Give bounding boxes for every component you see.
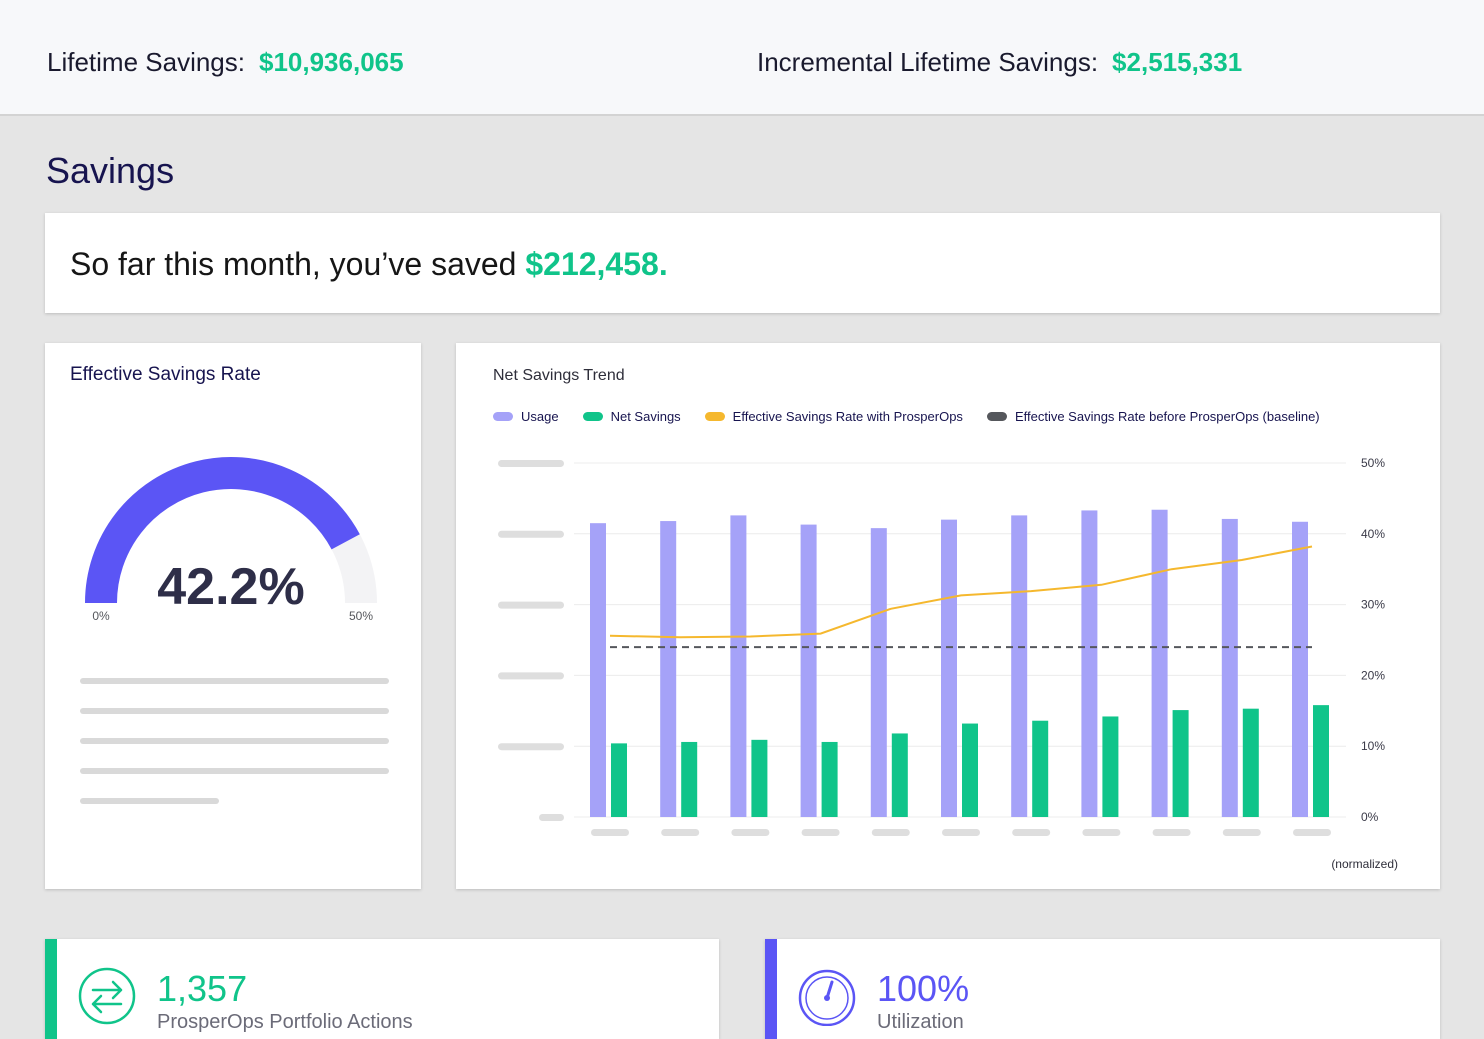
placeholder-line bbox=[80, 768, 389, 774]
legend-swatch bbox=[493, 412, 513, 421]
esr-gauge: 42.2% 0% 50% bbox=[85, 456, 377, 623]
y-axis-placeholder-label bbox=[498, 530, 564, 538]
monthly-savings-amount: $212,458. bbox=[525, 246, 668, 282]
usage-bar bbox=[1151, 509, 1168, 817]
placeholder-line bbox=[80, 798, 219, 804]
utilization-value: 100% bbox=[877, 968, 970, 1009]
gauge-fill bbox=[85, 456, 360, 604]
page-title: Savings bbox=[46, 150, 175, 191]
lifetime-savings-value: $10,936,065 bbox=[258, 47, 404, 77]
y-tick-label: 50% bbox=[1361, 456, 1385, 470]
usage-bar bbox=[660, 521, 677, 817]
legend-swatch bbox=[582, 412, 603, 421]
net-savings-bar bbox=[962, 723, 978, 817]
incremental-savings-value: $2,515,331 bbox=[1112, 47, 1243, 77]
y-axis-placeholder-label bbox=[539, 814, 564, 821]
gauge-value: 42.2% bbox=[157, 558, 304, 616]
gauge-max-label: 50% bbox=[349, 609, 373, 623]
portfolio-actions-label: ProsperOps Portfolio Actions bbox=[157, 1011, 413, 1033]
legend-label: Usage bbox=[521, 409, 559, 424]
net-savings-trend-chart: 50% 40% 30% 20% 10% 0% bbox=[498, 456, 1385, 836]
legend-item-esr-baseline[interactable]: Effective Savings Rate before ProsperOps… bbox=[986, 409, 1320, 424]
net-savings-bar bbox=[891, 733, 908, 817]
usage-bar bbox=[590, 523, 606, 817]
lifetime-savings-stat: Lifetime Savings: $10,936,065 bbox=[47, 47, 404, 78]
x-axis-placeholder-label bbox=[1152, 829, 1191, 836]
summary-bar: Lifetime Savings: $10,936,065 Incremental… bbox=[0, 0, 1484, 116]
portfolio-actions-value: 1,357 bbox=[157, 968, 248, 1009]
legend-item-usage[interactable]: Usage bbox=[493, 409, 559, 424]
esr-card-title: Effective Savings Rate bbox=[70, 364, 261, 385]
x-axis-placeholder-label bbox=[1293, 829, 1331, 836]
net-savings-bar bbox=[751, 739, 768, 817]
y-tick-label: 30% bbox=[1361, 598, 1385, 612]
usage-bar bbox=[730, 515, 747, 817]
net-savings-bar bbox=[1242, 708, 1259, 817]
usage-bar bbox=[870, 528, 887, 817]
net-savings-bar bbox=[611, 743, 627, 817]
usage-bar bbox=[1221, 518, 1238, 817]
normalized-note: (normalized) bbox=[1331, 857, 1398, 871]
legend-label: Effective Savings Rate with ProsperOps bbox=[732, 409, 963, 424]
gauge-min-label: 0% bbox=[92, 609, 110, 623]
y-tick-label: 40% bbox=[1361, 527, 1385, 541]
gauge-icon bbox=[798, 969, 856, 1026]
legend-item-net-savings[interactable]: Net Savings bbox=[582, 409, 681, 424]
incremental-savings-stat: Incremental Lifetime Savings: $2,515,331 bbox=[757, 47, 1242, 78]
y-axis-placeholder-label bbox=[498, 743, 564, 751]
usage-bar bbox=[1011, 515, 1028, 817]
net-savings-bar bbox=[1102, 716, 1119, 817]
x-axis-placeholder-label bbox=[591, 829, 629, 836]
lifetime-savings-label: Lifetime Savings: bbox=[47, 47, 245, 77]
placeholder-line bbox=[80, 708, 389, 714]
monthly-savings-banner: So far this month, you’ve saved $212,458… bbox=[45, 213, 1440, 313]
x-axis-placeholder-label bbox=[1222, 829, 1261, 836]
legend-item-esr-with[interactable]: Effective Savings Rate with ProsperOps bbox=[704, 409, 963, 424]
utilization-label: Utilization bbox=[877, 1011, 964, 1033]
y-tick-label: 0% bbox=[1361, 810, 1379, 824]
net-savings-trend-card: 50% 40% 30% 20% 10% 0% Net Savings Trend Usag… bbox=[456, 343, 1440, 889]
net-savings-bar bbox=[1172, 710, 1189, 817]
net-savings-bar bbox=[821, 741, 838, 817]
portfolio-actions-card[interactable]: 1,357 ProsperOps Portfolio Actions bbox=[45, 939, 719, 1039]
incremental-savings-label: Incremental Lifetime Savings: bbox=[757, 47, 1099, 77]
usage-bar bbox=[800, 524, 817, 817]
x-axis-placeholder-label bbox=[801, 829, 840, 836]
y-axis-placeholder-label bbox=[498, 601, 564, 609]
y-axis-placeholder-label bbox=[498, 672, 564, 680]
net-savings-bar bbox=[1313, 705, 1329, 817]
y-axis-placeholder-label bbox=[498, 460, 564, 467]
usage-bar bbox=[1081, 510, 1098, 817]
x-axis-placeholder-label bbox=[731, 829, 770, 836]
legend-swatch bbox=[986, 412, 1007, 421]
exchange-arrows-icon bbox=[78, 967, 136, 1025]
legend-swatch bbox=[704, 412, 725, 421]
net-savings-bar bbox=[1032, 720, 1049, 817]
legend-label: Net Savings bbox=[610, 409, 681, 424]
monthly-savings-text: So far this month, you’ve saved $212,458… bbox=[70, 246, 668, 283]
placeholder-line bbox=[80, 738, 389, 744]
chart-legend: Usage Net Savings Effective Savings Rate… bbox=[493, 409, 1344, 424]
x-axis-placeholder-label bbox=[1012, 829, 1051, 836]
usage-bar bbox=[1292, 521, 1308, 817]
y-tick-label: 20% bbox=[1361, 668, 1385, 682]
effective-savings-rate-card: Effective Savings Rate 42.2% 0% 50% bbox=[45, 343, 421, 889]
x-axis-placeholder-label bbox=[1082, 829, 1121, 836]
effective-rate-line bbox=[609, 545, 1313, 639]
monthly-savings-sentence: So far this month, you’ve saved bbox=[70, 246, 526, 282]
x-axis-placeholder-label bbox=[661, 829, 700, 836]
placeholder-line bbox=[80, 678, 389, 684]
net-savings-bar bbox=[681, 741, 698, 817]
trend-card-title: Net Savings Trend bbox=[493, 367, 625, 384]
y-tick-label: 10% bbox=[1361, 739, 1385, 753]
utilization-card[interactable]: 100% Utilization bbox=[765, 939, 1440, 1039]
x-axis-placeholder-label bbox=[942, 829, 980, 836]
usage-bar bbox=[941, 519, 957, 817]
x-axis-placeholder-label bbox=[871, 829, 910, 836]
legend-label: Effective Savings Rate before ProsperOps… bbox=[1014, 409, 1320, 424]
